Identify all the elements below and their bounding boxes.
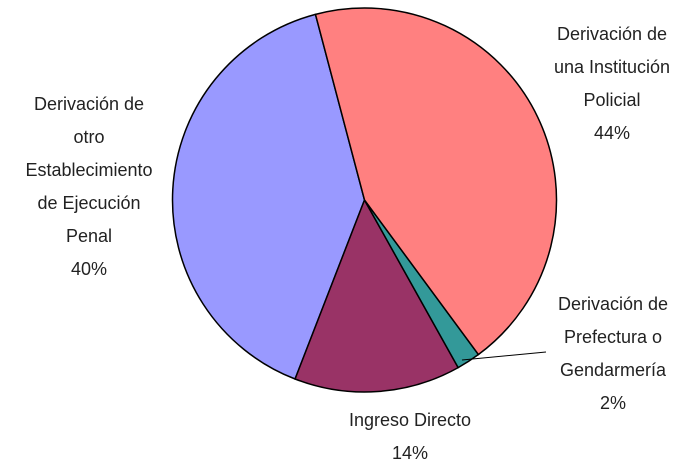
label-name: Derivación de Prefectura o Gendarmería [557, 294, 669, 380]
slice-label: Derivación de una Institución Policial 4… [542, 18, 682, 150]
slice-label: Derivación de otro Establecimiento de Ej… [18, 88, 160, 286]
label-name: Derivación de otro Establecimiento de Ej… [25, 94, 153, 246]
label-name: Derivación de una Institución Policial [553, 24, 671, 110]
label-name: Ingreso Directo [348, 410, 472, 430]
slice-label: Derivación de Prefectura o Gendarmería 2… [543, 288, 683, 420]
slice-label: Ingreso Directo 14% [320, 404, 500, 467]
label-percent: 14% [391, 443, 429, 463]
pie-slice [171, 13, 366, 380]
pie-slice [314, 7, 558, 356]
label-percent: 2% [599, 393, 626, 413]
label-percent: 40% [70, 259, 108, 279]
pie-slice [294, 198, 460, 393]
label-percent: 44% [593, 123, 631, 143]
leader-line [461, 351, 547, 361]
